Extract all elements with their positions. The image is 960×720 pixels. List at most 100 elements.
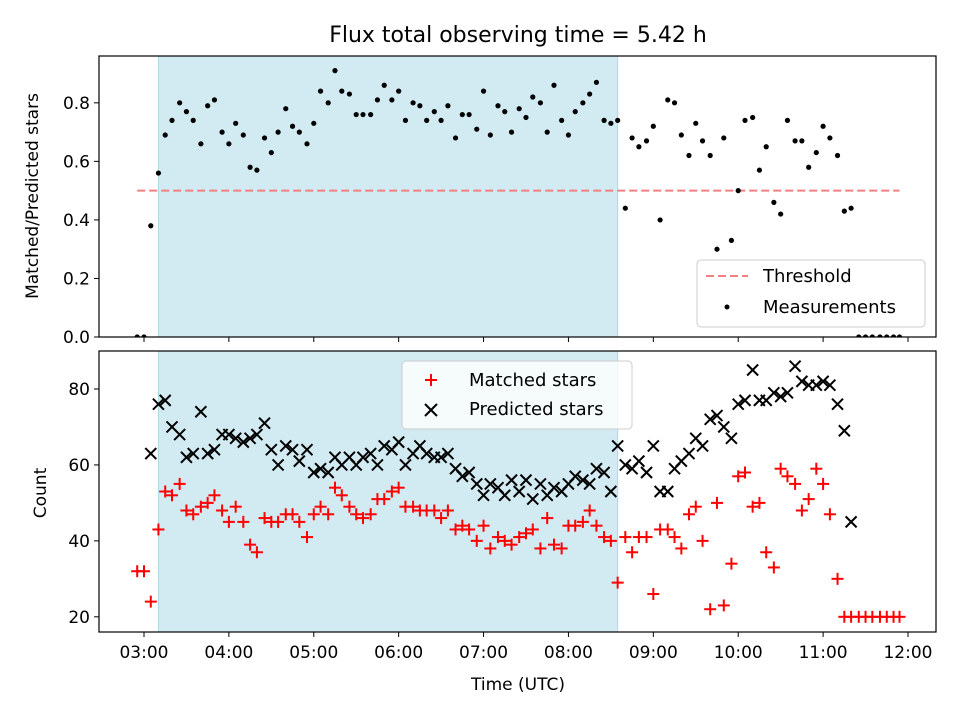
predicted-star-marker xyxy=(590,462,603,475)
measurement-point xyxy=(896,334,903,337)
measurement-point xyxy=(211,97,218,103)
predicted-star-marker xyxy=(717,420,730,434)
chart-title: Flux total observing time = 5.42 h xyxy=(329,23,707,48)
predicted-star-marker xyxy=(788,359,802,373)
predicted-star-marker xyxy=(144,447,157,460)
measurement-point xyxy=(261,135,268,141)
measurement-point xyxy=(742,117,748,123)
measurement-point xyxy=(699,138,706,144)
predicted-star-marker xyxy=(293,454,306,468)
measurement-point xyxy=(155,170,162,176)
measurement-point xyxy=(353,111,359,118)
matched-star-marker xyxy=(640,531,653,544)
matched-star-marker xyxy=(407,500,420,513)
y-tick-label: 80 xyxy=(68,380,90,400)
y-tick-label: 0.0 xyxy=(63,328,90,348)
predicted-star-marker xyxy=(470,477,483,491)
measurement-point xyxy=(650,123,656,129)
matched-star-marker xyxy=(144,595,157,608)
matched-star-marker xyxy=(328,481,341,494)
predicted-star-marker xyxy=(498,489,511,502)
predicted-star-marker xyxy=(258,416,271,430)
bottom-panel-frame xyxy=(98,350,937,633)
predicted-star-marker xyxy=(738,394,752,407)
measurement-point xyxy=(381,82,387,88)
predicted-star-marker xyxy=(604,485,618,498)
predicted-star-marker xyxy=(661,485,674,498)
predicted-star-marker xyxy=(237,435,250,449)
predicted-star-marker xyxy=(810,378,823,392)
x-tick-label: 03:00 xyxy=(119,643,168,663)
measurement-point xyxy=(523,114,529,121)
matched-star-marker xyxy=(441,504,454,517)
matched-star-marker xyxy=(392,481,405,494)
predicted-star-marker xyxy=(547,481,561,494)
measurement-point xyxy=(402,117,409,123)
predicted-star-marker xyxy=(187,447,200,460)
predicted-star-marker xyxy=(526,492,539,506)
predicted-star-marker xyxy=(378,439,391,453)
bottom-x-ticks: 03:00 04:00 05:00 06:00 07:00 08:00 09:00 10:00… xyxy=(119,632,932,663)
y-tick-label: 40 xyxy=(68,532,90,552)
matched-star-marker xyxy=(222,515,235,528)
measurement-point xyxy=(643,138,650,144)
matched-star-marker xyxy=(555,542,568,555)
matched-star-marker xyxy=(237,515,250,528)
matched-star-marker xyxy=(668,531,681,544)
predicted-star-marker xyxy=(371,458,384,472)
predicted-star-marker xyxy=(710,409,724,422)
predicted-star-marker xyxy=(152,397,165,411)
predicted-star-marker xyxy=(632,454,646,468)
matched-star-marker xyxy=(576,515,589,528)
legend-matched-swatch xyxy=(425,374,437,386)
measurement-point xyxy=(756,167,763,173)
predicted-star-marker xyxy=(265,443,278,456)
measurement-point xyxy=(657,217,663,223)
matched-star-marker xyxy=(272,515,285,528)
legend-predicted-label: Predicted stars xyxy=(469,399,603,420)
measurement-point xyxy=(431,109,437,115)
predicted-star-marker xyxy=(420,447,433,460)
predicted-star-marker xyxy=(774,390,787,403)
matched-star-marker xyxy=(244,538,257,551)
matched-stars-points xyxy=(131,462,906,623)
x-tick-label: 11:00 xyxy=(799,643,848,663)
matched-star-marker xyxy=(364,508,377,521)
y-tick-label: 0.4 xyxy=(63,211,90,231)
predicted-star-marker xyxy=(534,477,547,491)
measurement-point xyxy=(304,141,310,147)
matched-star-marker xyxy=(611,576,624,589)
matched-star-marker xyxy=(739,466,752,479)
matched-star-marker xyxy=(732,470,745,483)
measurement-point xyxy=(572,109,578,115)
predicted-star-marker xyxy=(484,477,497,491)
measurement-point xyxy=(856,334,862,337)
matched-star-marker xyxy=(598,531,611,544)
matched-star-marker xyxy=(343,500,356,513)
predicted-star-marker xyxy=(456,470,469,483)
measurement-point xyxy=(778,211,784,217)
measurement-point xyxy=(508,129,515,135)
matched-star-marker xyxy=(661,523,674,536)
matched-star-marker xyxy=(300,531,313,544)
measurement-point xyxy=(784,117,791,123)
predicted-star-marker xyxy=(746,363,759,377)
y-tick-label: 0.6 xyxy=(63,152,90,172)
matched-star-marker xyxy=(428,504,441,517)
predicted-star-marker xyxy=(356,451,370,464)
measurement-point xyxy=(763,144,769,150)
predicted-star-marker xyxy=(279,439,292,453)
predicted-star-marker xyxy=(703,413,717,426)
top-x-ticks xyxy=(143,337,909,342)
legend-predicted-swatch xyxy=(424,403,438,417)
matched-star-marker xyxy=(286,508,299,521)
x-tick-label: 08:00 xyxy=(544,643,593,663)
measurement-point xyxy=(219,129,225,135)
measurement-point xyxy=(368,111,374,118)
matched-star-marker xyxy=(357,512,370,525)
matched-star-marker xyxy=(159,485,172,498)
measurement-point xyxy=(608,120,614,126)
predicted-star-marker xyxy=(321,466,335,479)
matched-star-marker xyxy=(767,561,780,574)
matched-star-marker xyxy=(505,538,518,551)
